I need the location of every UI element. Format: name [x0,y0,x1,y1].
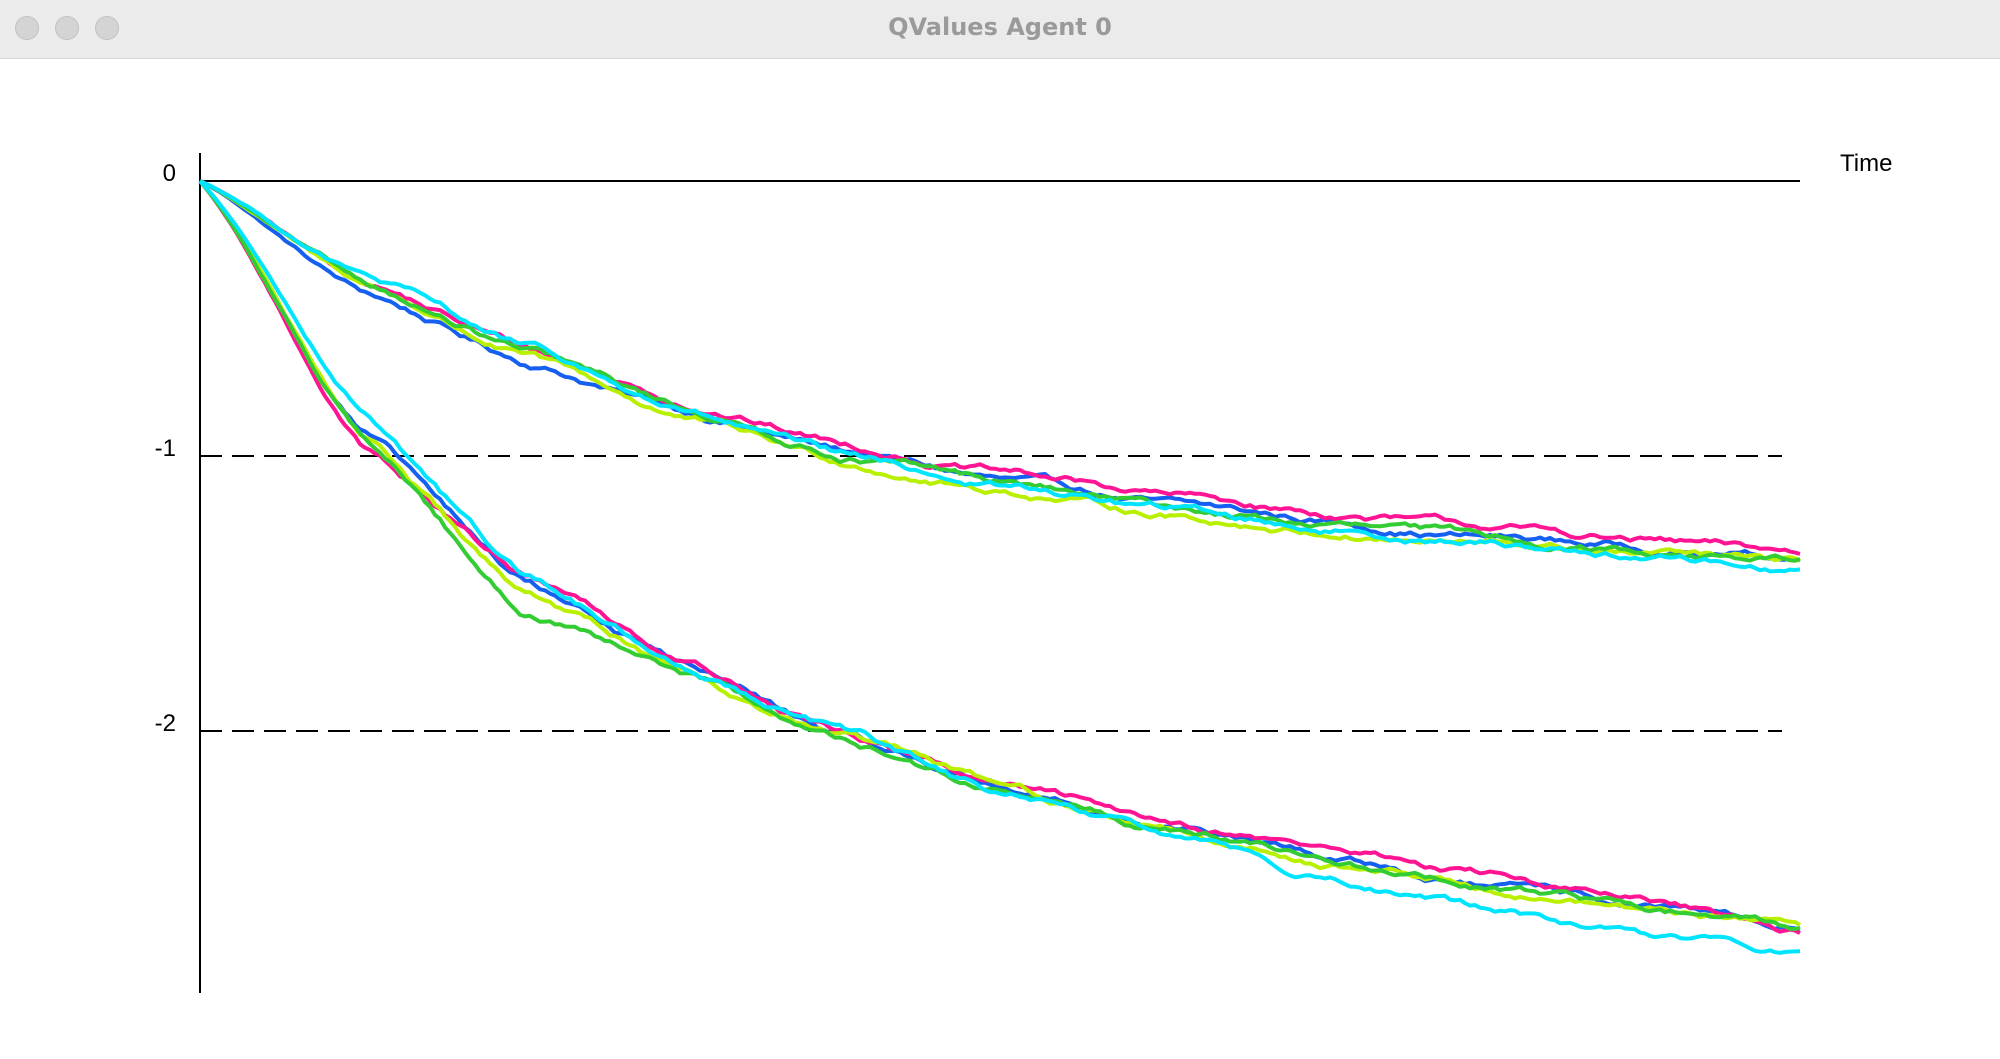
series-line [198,179,1801,935]
series-line [199,179,1801,574]
series-line [198,179,1801,931]
y-tick-labels: 0 -1 -2 [155,160,176,737]
line-chart: Time 0 -1 -2 [155,150,1892,993]
x-axis-label: Time [1840,150,1892,177]
window-title: QValues Agent 0 [888,13,1112,41]
series-line [199,179,1800,562]
y-tick-label: -2 [155,710,176,737]
series-line [199,179,1801,563]
series-line [199,179,1801,556]
title-bar[interactable]: QValues Agent 0 [0,0,2000,59]
grid-lines [200,455,1782,732]
series-lines [198,179,1802,955]
series-line [198,179,1802,927]
close-icon[interactable] [15,16,39,40]
chart-area: Time 0 -1 -2 [0,59,2000,1054]
axes: Time [199,150,1892,993]
series-line [198,179,1801,955]
y-tick-label: 0 [163,160,176,187]
y-tick-label: -1 [155,435,176,462]
series-line [199,179,1801,563]
series-line [198,179,1801,932]
zoom-icon[interactable] [95,16,119,40]
minimize-icon[interactable] [55,16,79,40]
